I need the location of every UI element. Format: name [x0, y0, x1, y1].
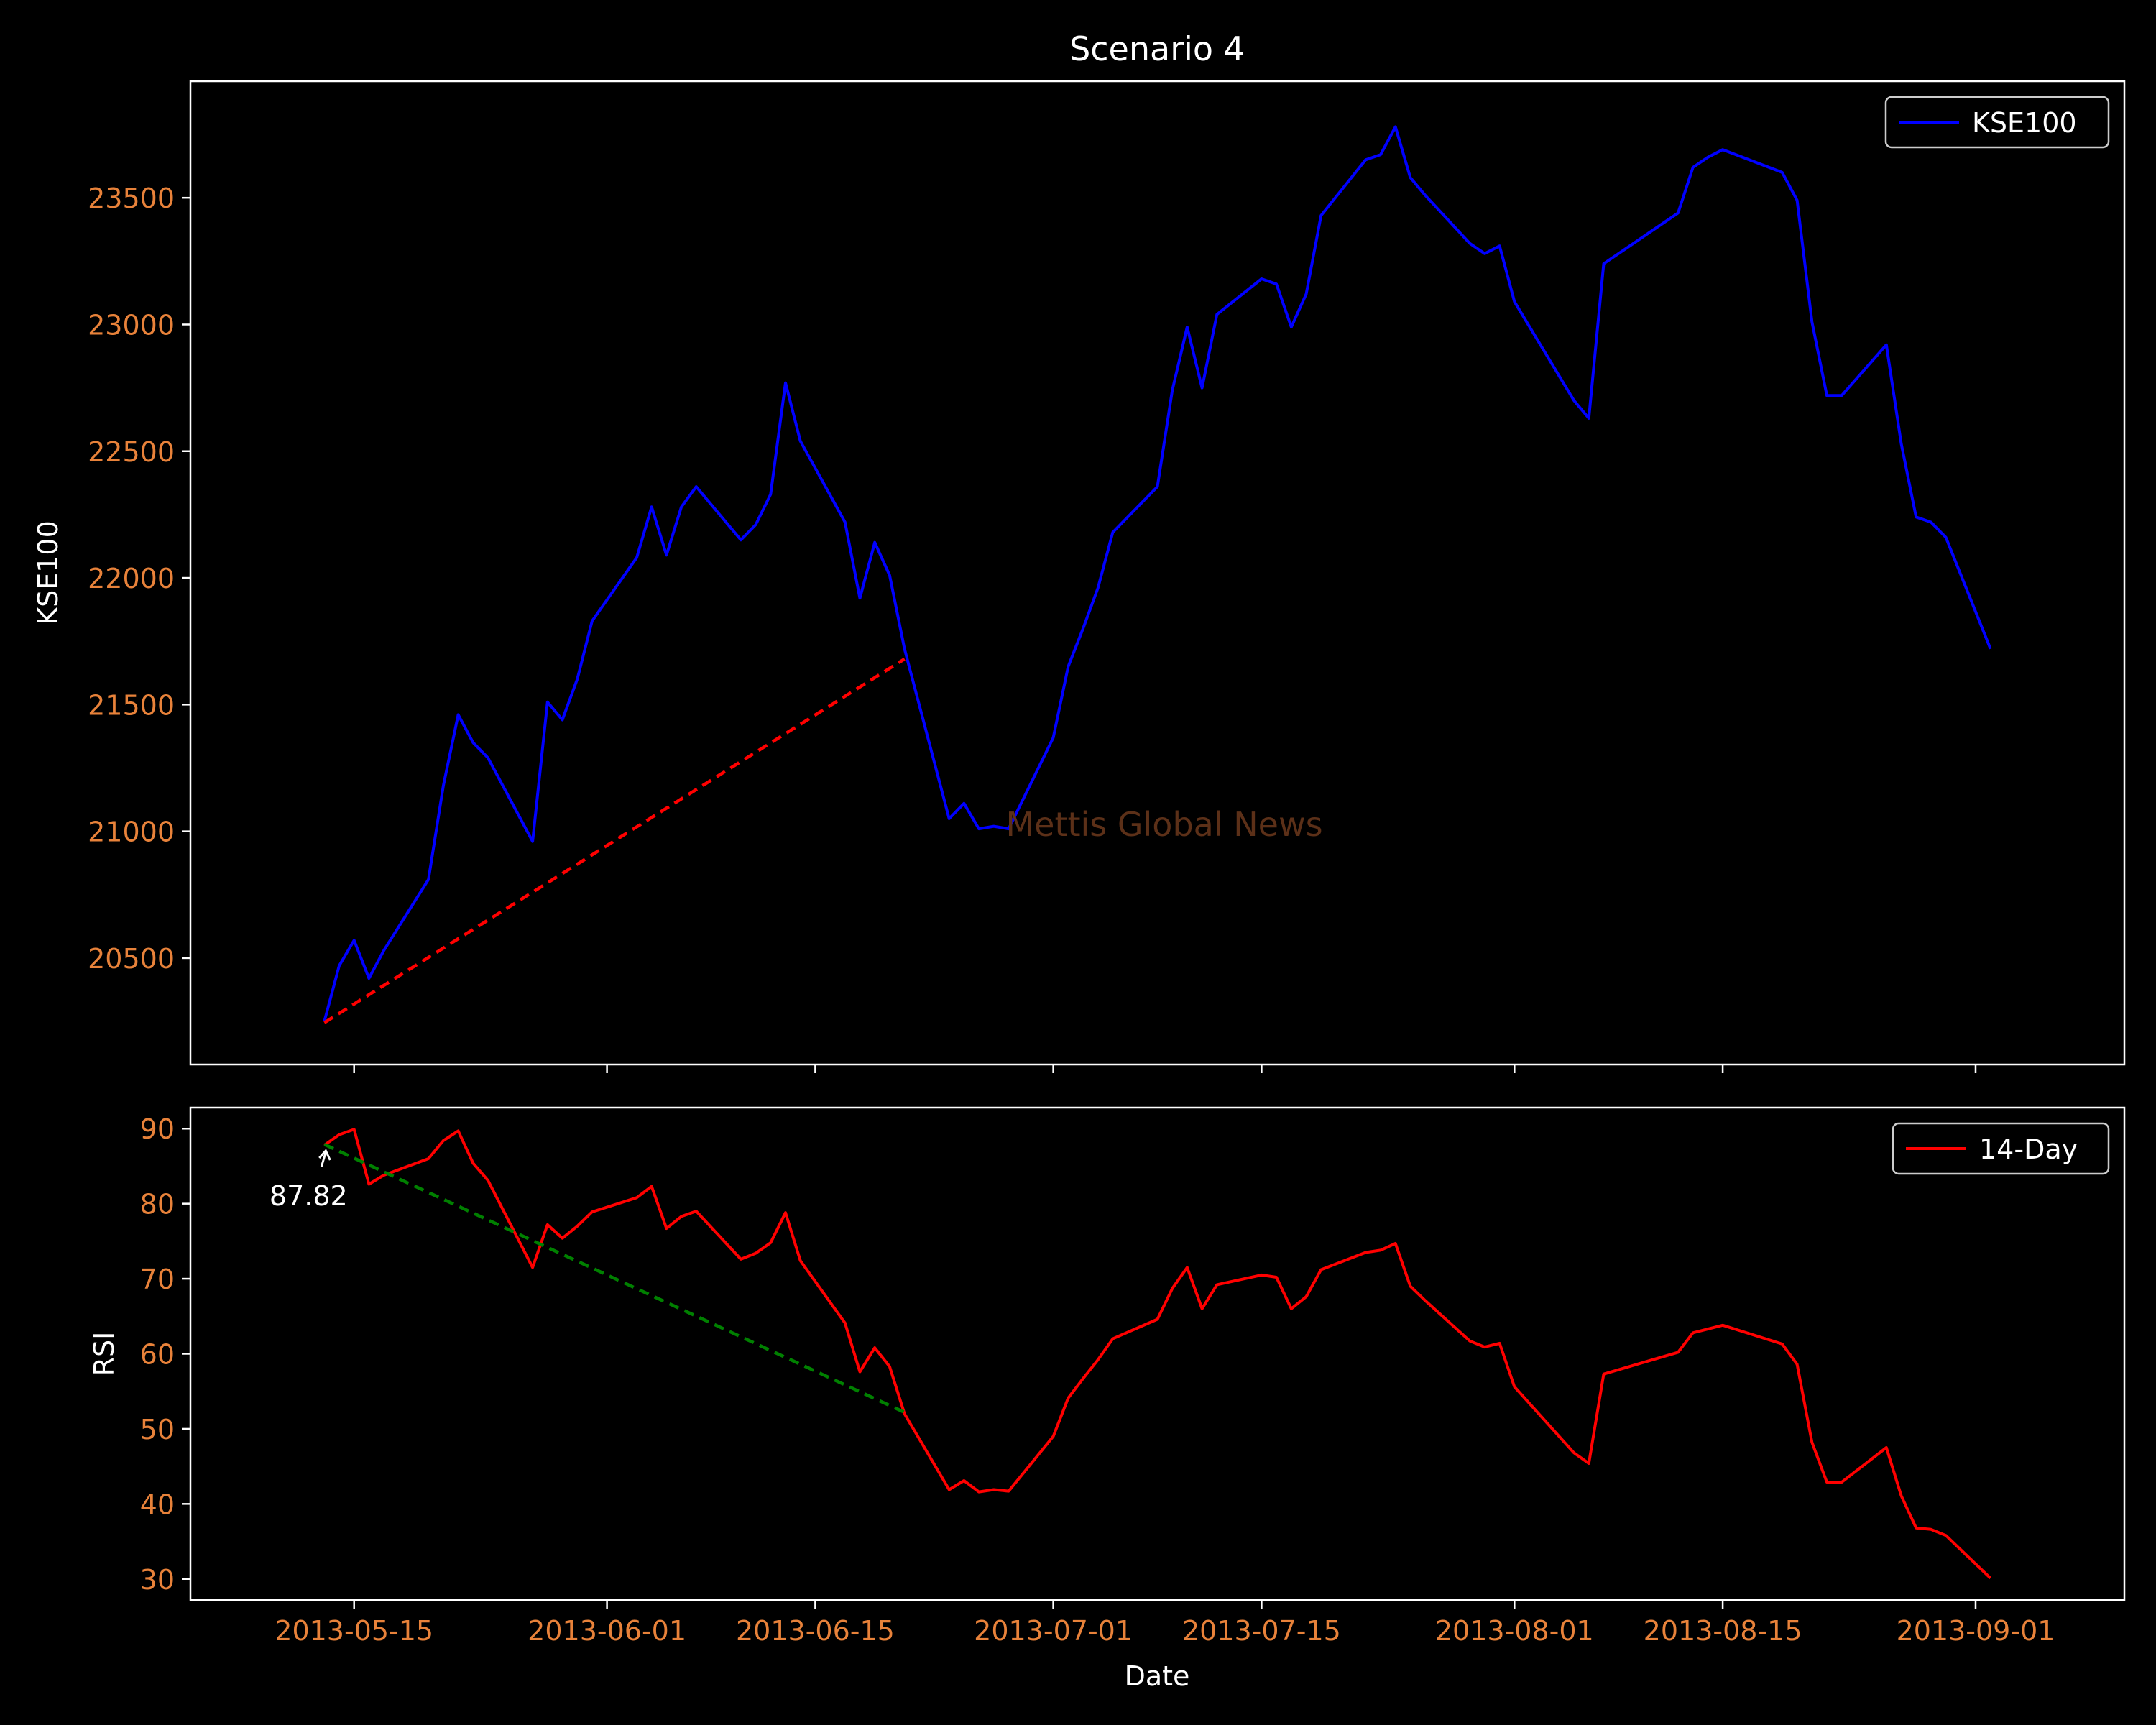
annotation-label: 87.82	[270, 1180, 348, 1212]
annotation-arrow	[320, 1151, 327, 1167]
annotation-arrowhead	[318, 1149, 331, 1161]
y-tick-label: 70	[140, 1264, 175, 1295]
legend-label: KSE100	[1972, 107, 2077, 139]
y-tick-label: 60	[140, 1339, 175, 1371]
legend-box	[1884, 96, 2110, 149]
series-line-kse100	[323, 125, 1992, 1022]
legend-label: 14-Day	[1979, 1133, 2078, 1165]
x-tick-label: 2013-07-01	[974, 1615, 1133, 1647]
legend-box	[1892, 1122, 2110, 1175]
axes-frame	[189, 80, 2126, 1066]
y-tick-label: 22000	[88, 563, 175, 594]
y-tick-label: 21000	[88, 816, 175, 848]
kse100-panel: 20500 21000 21500 22000 22500 23000 23500 KSE10…	[32, 80, 2126, 1073]
trendline	[323, 657, 906, 1024]
trendline	[323, 1143, 906, 1414]
x-tick-label: 2013-09-01	[1897, 1615, 2055, 1647]
x-tick-label: 2013-05-15	[275, 1615, 433, 1647]
watermark-text: Mettis Global News	[1005, 805, 1322, 844]
y-tick-label: 23500	[88, 183, 175, 214]
x-tick-label: 2013-07-15	[1182, 1615, 1341, 1647]
chart-title: Scenario 4	[1069, 29, 1245, 68]
series-line-14-day	[323, 1128, 1992, 1580]
y-tick-label: 23000	[88, 309, 175, 341]
y-tick-label: 90	[140, 1113, 175, 1145]
y-tick-label: 21500	[88, 689, 175, 721]
y-axis-label: RSI	[88, 1332, 120, 1376]
y-axis-label: KSE100	[32, 520, 64, 625]
y-tick-label: 30	[140, 1564, 175, 1596]
y-tick-label: 22500	[88, 436, 175, 468]
y-tick-label: 20500	[88, 943, 175, 975]
y-tick-label: 50	[140, 1414, 175, 1445]
x-tick-label: 2013-06-15	[736, 1615, 895, 1647]
rsi-panel: 30 40 50 60 70 80 90 2013-05-15 2013-06-01 2013-0…	[88, 1106, 2126, 1647]
x-tick-label: 2013-08-15	[1644, 1615, 1802, 1647]
y-tick-label: 40	[140, 1489, 175, 1520]
y-tick-label: 80	[140, 1189, 175, 1220]
x-axis-label: Date	[1125, 1660, 1190, 1692]
x-tick-label: 2013-08-01	[1435, 1615, 1594, 1647]
x-tick-label: 2013-06-01	[528, 1615, 686, 1647]
